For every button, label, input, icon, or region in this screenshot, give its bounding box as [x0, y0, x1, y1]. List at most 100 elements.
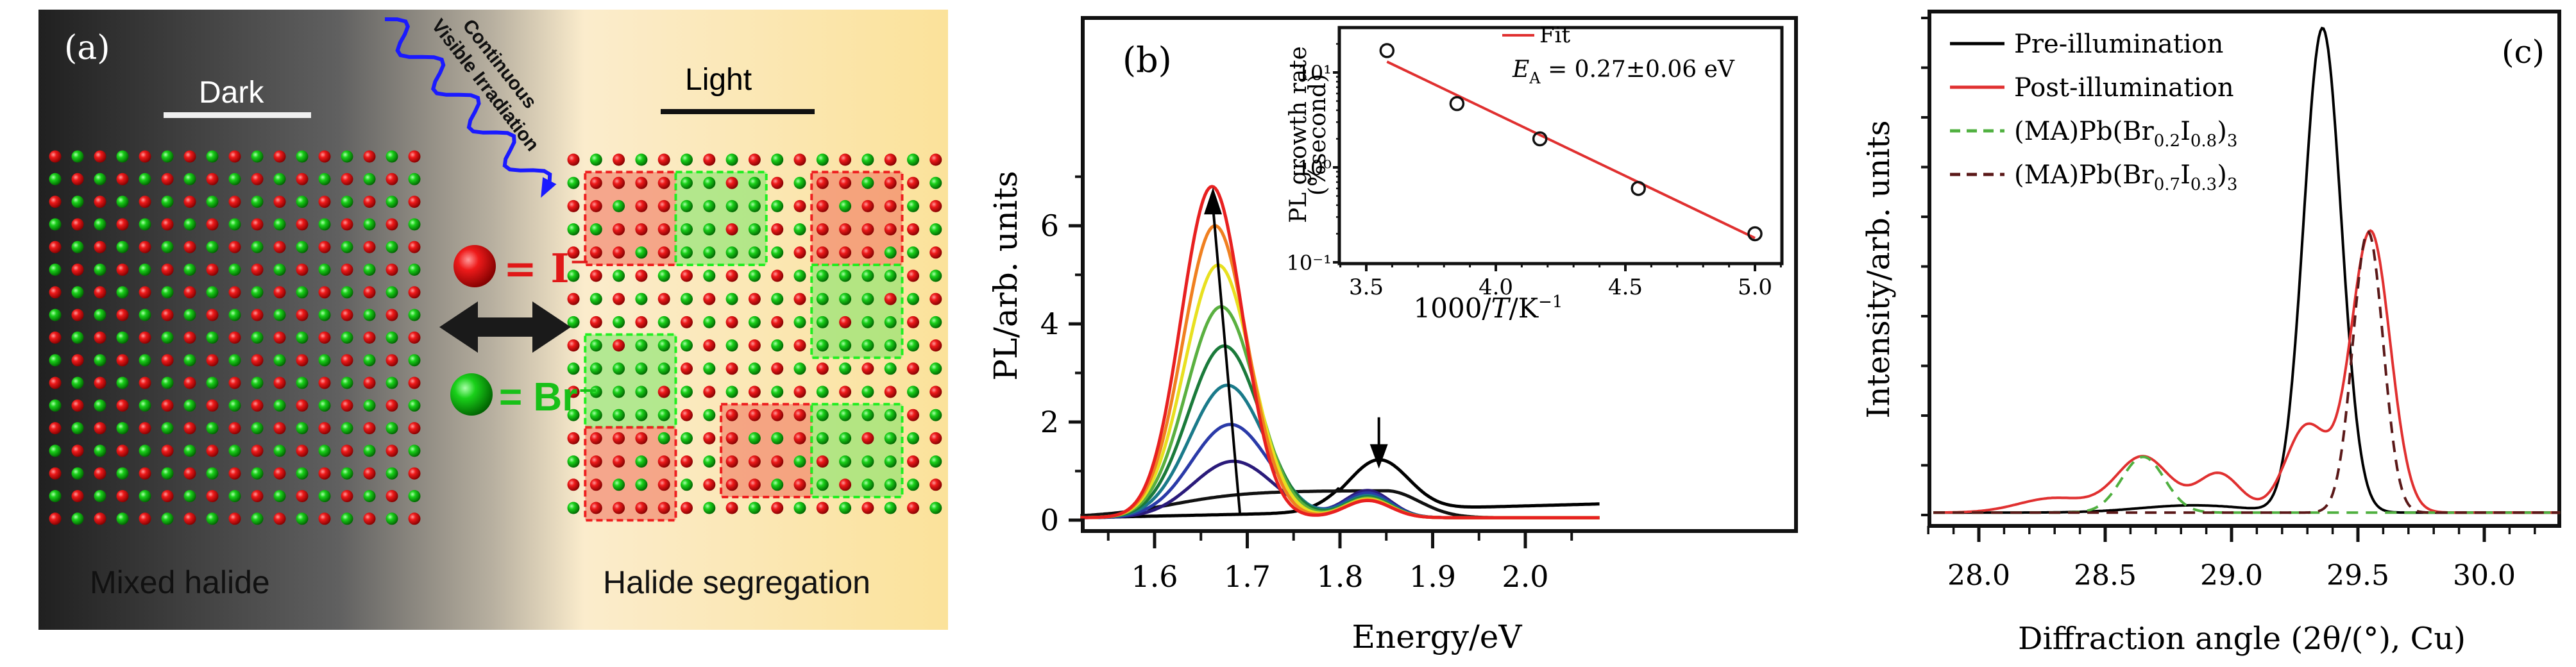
iodide-atom — [771, 409, 784, 421]
iodide-atom — [907, 316, 919, 328]
bromide-atom — [907, 432, 919, 444]
bromide-atom — [408, 308, 421, 321]
pl-series-t9 — [1080, 185, 1600, 519]
iodide-atom — [408, 196, 421, 208]
bromide-atom — [139, 264, 151, 276]
iodide-atom — [589, 176, 602, 189]
iodide-atom — [363, 422, 376, 435]
bromide-atom — [183, 173, 196, 185]
bromide-atom — [49, 264, 62, 276]
iodide-atom — [613, 432, 625, 444]
iodide-atom — [251, 444, 264, 457]
iodide-atom — [116, 490, 129, 502]
bromide-atom — [341, 512, 353, 525]
bromide-atom — [907, 339, 919, 352]
bromide-atom — [408, 399, 421, 412]
iodide-atom — [635, 502, 648, 514]
bromide-atom — [161, 376, 174, 389]
iodide-atom — [363, 241, 376, 253]
iodide-atom — [273, 376, 286, 389]
bromide-atom — [748, 502, 761, 514]
panel-a-schematic: (a) Dark Light Continuous Visible Irradi… — [38, 10, 948, 630]
reversible-double-arrow-icon — [439, 301, 571, 353]
bromide-atom — [793, 223, 806, 236]
panel-b-label: (b) — [1123, 40, 1172, 80]
iodide-atom — [139, 196, 151, 208]
bromide-atom — [793, 176, 806, 189]
bromide-atom — [318, 264, 331, 276]
bromide-atom — [273, 173, 286, 185]
bromide-atom — [206, 512, 219, 525]
iodide-atom — [341, 308, 353, 321]
iodide-atom — [884, 385, 897, 398]
bromide-atom — [273, 308, 286, 321]
bromide-atom — [907, 478, 919, 491]
bromide-atom — [139, 399, 151, 412]
bromide-atom — [567, 223, 580, 236]
iodide-atom — [296, 173, 309, 185]
bromide-atom — [589, 292, 602, 305]
iodide-atom — [907, 502, 919, 514]
iodide-atom — [139, 150, 151, 163]
iodide-atom — [589, 199, 602, 212]
bromide-atom — [71, 286, 84, 299]
iodide-atom — [318, 241, 331, 253]
iodide-atom — [94, 512, 106, 525]
bromide-atom — [929, 455, 942, 468]
bromide-atom — [318, 399, 331, 412]
iodide-atom — [793, 339, 806, 352]
iodide-atom — [206, 490, 219, 502]
iodide-atom — [94, 422, 106, 435]
legend-label-1: Post-illumination — [2014, 73, 2234, 103]
bromide-atom — [363, 218, 376, 231]
halide-segregation-caption: Halide segregation — [603, 564, 870, 600]
x-tick-label: 28.5 — [2074, 559, 2137, 592]
bromide-atom — [49, 354, 62, 367]
iodide-atom — [49, 286, 62, 299]
bromide-atom — [71, 150, 84, 163]
iodide-atom — [273, 422, 286, 435]
bromide-atom — [139, 308, 151, 321]
iodide-atom — [907, 223, 919, 236]
iodide-atom — [748, 339, 761, 352]
bromide-atom — [703, 269, 716, 282]
bromide-atom — [613, 385, 625, 398]
iodide-atom — [929, 478, 942, 491]
panel-c-legend: Pre-illumination Post-illumination (MA)Pb(… — [1950, 30, 2237, 194]
iodide-atom — [341, 399, 353, 412]
panel-a-label: (a) — [64, 29, 110, 67]
bromide-atom — [725, 339, 738, 352]
iodide-atom — [183, 512, 196, 525]
iodide-atom — [748, 478, 761, 491]
panel-b-x-axis-label: Energy/eV — [1352, 618, 1523, 655]
iodide-atom — [816, 199, 829, 212]
iodide-atom — [635, 316, 648, 328]
iodide-atom — [907, 269, 919, 282]
bromide-atom — [183, 399, 196, 412]
iodide-atom — [318, 331, 331, 344]
bromide-atom — [408, 218, 421, 231]
iodide-atom — [161, 308, 174, 321]
inset-x-tick-label: 3.5 — [1349, 274, 1384, 300]
iodide-atom — [116, 218, 129, 231]
bromide-atom — [273, 444, 286, 457]
iodide-atom — [386, 308, 398, 321]
iodide-atom — [703, 385, 716, 398]
data-point — [1747, 226, 1763, 242]
iodide-atom — [161, 264, 174, 276]
bromide-atom — [567, 269, 580, 282]
bromide-atom — [363, 354, 376, 367]
panel-c-y-axis-label: Intensity/arb. units — [1861, 121, 1897, 419]
iodide-atom — [251, 218, 264, 231]
bromide-atom — [71, 467, 84, 480]
bromide-atom — [386, 467, 398, 480]
bromide-atom — [884, 432, 897, 444]
iodide-atom — [589, 478, 602, 491]
iodide-atom — [49, 150, 62, 163]
bromide-atom — [748, 246, 761, 259]
bromide-atom — [251, 467, 264, 480]
iodide-atom — [206, 399, 219, 412]
bromide-atom — [183, 490, 196, 502]
bromide-atom — [228, 399, 241, 412]
